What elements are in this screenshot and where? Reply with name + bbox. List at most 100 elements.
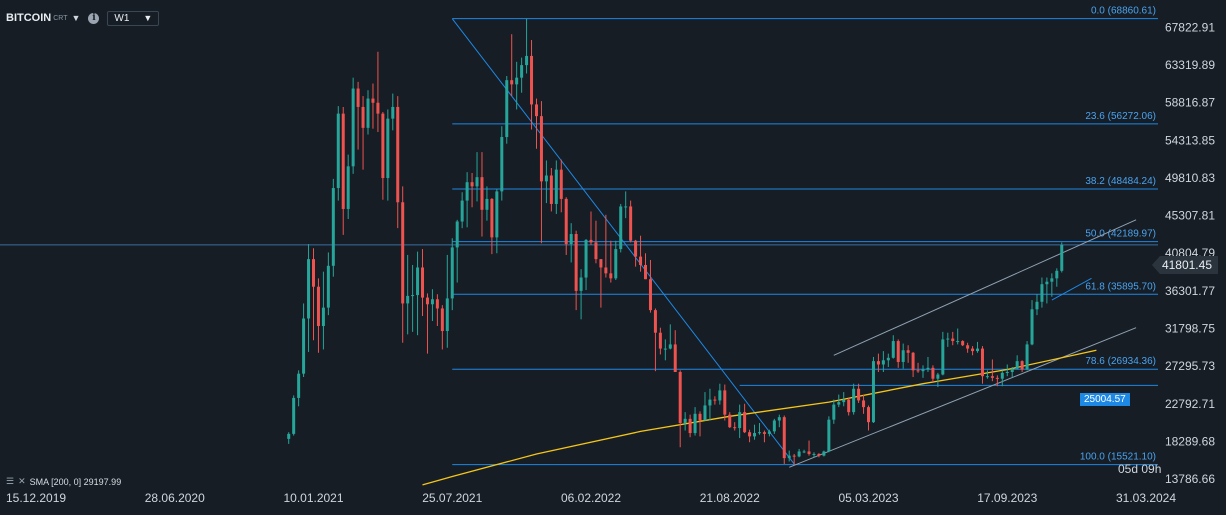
candle — [495, 188, 499, 254]
candle — [297, 370, 301, 407]
fib-level-label: 100.0 (15521.10) — [1080, 452, 1156, 463]
candle-body — [678, 372, 682, 424]
candle — [530, 40, 534, 130]
candle — [906, 345, 910, 363]
candle — [1020, 360, 1024, 373]
candle — [881, 351, 885, 373]
candle-body — [579, 277, 583, 291]
candle — [946, 332, 950, 347]
candle-body — [1040, 284, 1044, 302]
candle — [639, 235, 643, 272]
candle — [480, 152, 484, 237]
candle-body — [505, 80, 509, 138]
settings-icon[interactable]: ☰ — [6, 476, 15, 486]
candle-body — [931, 367, 935, 379]
candle — [302, 303, 306, 378]
y-tick-label: 67822.91 — [1165, 20, 1215, 34]
candle — [525, 18, 529, 74]
candle-body — [822, 451, 826, 456]
candle-body — [569, 234, 573, 245]
fib-level-label: 50.0 (42189.97) — [1085, 229, 1156, 240]
candle-body — [901, 350, 905, 362]
candle — [916, 362, 920, 373]
candle-body — [539, 116, 543, 182]
candle — [1035, 294, 1039, 316]
candle-body — [936, 374, 940, 379]
candle — [371, 83, 375, 129]
timeframe-selector[interactable]: W1 ▼ — [107, 10, 160, 26]
x-tick-label: 17.09.2023 — [977, 491, 1037, 505]
candle — [341, 106, 345, 235]
candle-body — [619, 206, 623, 250]
candle — [1045, 277, 1049, 304]
candle — [961, 340, 965, 347]
candle — [321, 271, 325, 350]
candle-body — [911, 352, 915, 371]
candle-body — [767, 431, 771, 434]
candle — [827, 416, 831, 453]
candle — [956, 328, 960, 345]
candle — [871, 356, 875, 424]
candle-body — [683, 418, 687, 424]
candle-body — [956, 341, 960, 343]
indicator-label: SMA [200, 0] 29197.99 — [29, 476, 122, 487]
candle-body — [876, 361, 880, 365]
candle-body — [812, 453, 816, 455]
candle-body — [837, 402, 841, 405]
candle-body — [480, 177, 484, 210]
candle — [941, 331, 945, 376]
candle — [901, 343, 905, 369]
candle — [574, 230, 578, 311]
candle-body — [857, 388, 861, 401]
candle-body — [971, 348, 975, 352]
candle-body — [530, 55, 534, 105]
candle — [648, 259, 652, 313]
candle-body — [807, 451, 811, 454]
candle — [1005, 364, 1009, 377]
candle — [500, 126, 504, 201]
candle — [544, 160, 548, 204]
candle-body — [549, 175, 553, 204]
candle — [728, 412, 732, 429]
candle — [634, 239, 638, 267]
x-axis-strip — [0, 487, 1226, 515]
indicator-legend: ☰ ✕ SMA [200, 0] 29197.99 — [6, 476, 121, 487]
candle-body — [663, 348, 667, 350]
candle — [797, 448, 801, 458]
candle-body — [589, 239, 593, 243]
candle — [485, 186, 489, 221]
candle-body — [485, 198, 489, 210]
candle-body — [366, 98, 370, 128]
x-tick-label: 21.08.2022 — [700, 491, 760, 505]
y-tick-label: 36301.77 — [1165, 284, 1215, 298]
candle-body — [490, 198, 494, 238]
symbol-selector[interactable]: BITCOIN CRT ▼ — [6, 12, 80, 24]
candle — [777, 414, 781, 428]
candle-body — [842, 399, 846, 403]
fib-level-label: 38.2 (48484.24) — [1085, 176, 1156, 187]
candle-body — [1050, 278, 1054, 282]
candle — [862, 394, 866, 414]
candle — [1010, 366, 1014, 378]
candle — [837, 394, 841, 408]
info-icon[interactable]: i — [88, 12, 100, 24]
candle — [450, 238, 454, 311]
candle — [876, 353, 880, 373]
candle — [589, 211, 593, 245]
candle — [673, 330, 677, 373]
candle — [733, 422, 737, 431]
candle — [316, 278, 320, 353]
candle — [802, 449, 806, 454]
x-tick-label: 05.03.2023 — [838, 491, 898, 505]
candle-body — [728, 414, 732, 428]
candle — [361, 96, 365, 170]
candle-body — [376, 102, 380, 114]
close-icon[interactable]: ✕ — [18, 476, 26, 486]
chevron-down-icon[interactable]: ▼ — [71, 13, 81, 23]
candle — [688, 414, 692, 438]
candle — [782, 415, 786, 464]
candle — [569, 223, 573, 263]
candle-body — [1030, 309, 1034, 345]
candle — [926, 356, 930, 373]
